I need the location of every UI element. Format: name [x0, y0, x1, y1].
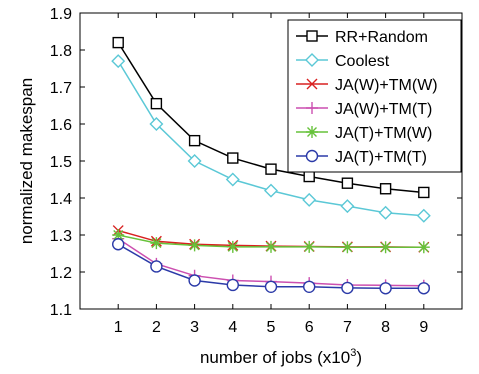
data-point [417, 241, 430, 254]
data-point [150, 97, 163, 110]
data-point [341, 177, 354, 189]
x-tick-label: 1 [114, 319, 123, 336]
data-point [416, 208, 431, 223]
y-axis-title: normalized makespan [17, 78, 36, 244]
series-ja-t-tm-w- [112, 229, 430, 254]
data-point [227, 152, 239, 164]
x-tick-label: 3 [190, 319, 199, 336]
data-point [188, 239, 201, 252]
y-tick-label: 1.2 [50, 265, 72, 282]
data-point [188, 134, 201, 147]
legend-label: JA(W)+TM(W) [335, 77, 438, 94]
x-axis-title-sup: 3 [350, 347, 356, 359]
data-point [111, 54, 126, 69]
data-point [302, 192, 317, 207]
legend-label: RR+Random [335, 29, 428, 46]
legend-marker [306, 30, 318, 42]
data-point [150, 237, 163, 250]
series-coolest [111, 54, 431, 223]
data-point [226, 278, 240, 292]
series-layer [111, 36, 431, 295]
y-tick-label: 1.7 [50, 80, 72, 97]
x-tick-label: 7 [343, 319, 352, 336]
data-point [226, 240, 239, 253]
data-point [111, 238, 125, 251]
data-point [379, 183, 392, 195]
legend-entry: JA(W)+TM(T) [296, 101, 432, 118]
legend-marker [306, 78, 318, 90]
x-tick-label: 4 [228, 319, 237, 336]
x-tick-label: 6 [305, 319, 314, 336]
legend-entry: JA(T)+TM(T) [296, 149, 427, 166]
data-point [341, 241, 354, 254]
data-point [225, 172, 240, 187]
data-point [340, 199, 355, 214]
legend-label: JA(T)+TM(W) [335, 125, 432, 142]
data-point [265, 240, 277, 253]
x-axis-title-main: number of jobs (x10 [200, 348, 350, 367]
y-tick-label: 1.1 [50, 302, 72, 319]
legend-marker [306, 126, 318, 138]
legend-marker [305, 149, 319, 163]
series-rr-random [112, 36, 430, 199]
legend-entry: RR+Random [296, 29, 428, 46]
x-tick-label: 9 [419, 319, 428, 336]
y-tick-label: 1.6 [50, 117, 72, 134]
data-point [303, 240, 316, 253]
y-tick-label: 1.8 [50, 43, 72, 60]
legend-marker [306, 102, 318, 114]
y-tick-label: 1.4 [50, 191, 72, 208]
data-point [188, 274, 201, 287]
data-point [150, 260, 163, 273]
data-point [418, 186, 430, 199]
series-ja-t-tm-t- [111, 238, 430, 295]
data-point [264, 183, 278, 198]
data-point [341, 281, 354, 295]
legend-entry: JA(W)+TM(W) [296, 77, 438, 94]
legend-label: JA(T)+TM(T) [335, 149, 427, 166]
x-tick-label: 8 [381, 319, 390, 336]
x-axis-title: number of jobs (x103) [200, 347, 362, 367]
data-point [379, 282, 392, 295]
data-point [417, 282, 430, 295]
y-tick-label: 1.9 [50, 6, 72, 23]
x-axis-title-close: ) [356, 348, 362, 367]
legend-entry: Coolest [296, 53, 390, 70]
legend-entry: JA(T)+TM(W) [296, 125, 432, 142]
data-point [379, 241, 392, 254]
y-tick-label: 1.3 [50, 228, 72, 245]
data-point [149, 117, 164, 131]
data-point [112, 36, 124, 49]
y-tick-label: 1.5 [50, 154, 72, 171]
legend-marker [305, 53, 319, 67]
x-tick-label: 5 [267, 319, 276, 336]
data-point [303, 280, 316, 293]
data-point [378, 205, 393, 220]
axis-ticks: 1 2 3 4 5 6 7 8 9 1.1 1.2 1.3 1.4 1.5 1.6 1.7 1.8 1.9 [50, 6, 462, 336]
data-point [265, 163, 277, 175]
legend: RR+Random Coolest JA(W)+TM(W) JA(W)+TM(T) JA… [287, 19, 462, 173]
legend-label: JA(W)+TM(T) [335, 101, 432, 118]
data-point [264, 280, 278, 293]
legend-box [287, 19, 462, 173]
data-point [112, 229, 125, 241]
data-point [303, 170, 315, 183]
legend-label: Coolest [335, 53, 390, 70]
x-tick-label: 2 [152, 319, 161, 336]
data-point [187, 154, 202, 168]
